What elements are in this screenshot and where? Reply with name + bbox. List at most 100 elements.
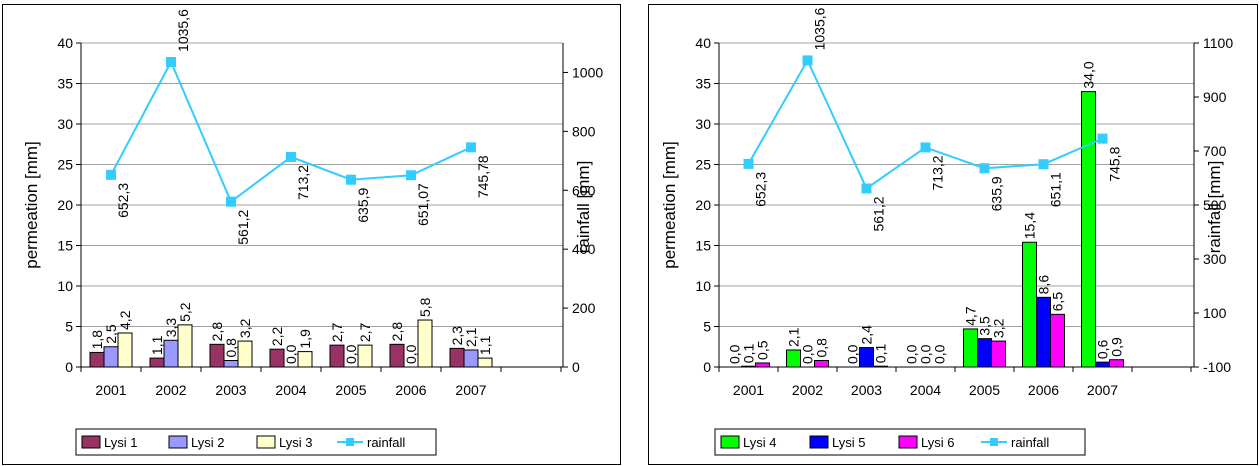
bar-lysi-3 — [357, 344, 373, 368]
bar-lysi-1 — [209, 343, 225, 368]
y-tick-label: 30 — [695, 116, 711, 132]
y2-tick-label: 700 — [1203, 143, 1227, 159]
rainfall-marker — [166, 56, 176, 67]
bar-lysi-4 — [1022, 241, 1037, 368]
x-tick-label: 2001 — [733, 382, 764, 398]
y2-tick-label: 100 — [1203, 305, 1227, 321]
legend-label: Lysi 1 — [104, 435, 137, 450]
bar-lysi-1 — [389, 343, 405, 368]
bar-lysi-3 — [417, 319, 433, 368]
bar-data-label: 0,0 — [845, 344, 861, 364]
bar-data-label: 0,5 — [755, 340, 771, 360]
bar-lysi-4 — [963, 328, 978, 368]
bar-lysi-2 — [103, 346, 119, 368]
y-tick-label: 10 — [695, 278, 711, 294]
bar-lysi-5 — [741, 365, 756, 368]
legend-label: rainfall — [367, 435, 405, 450]
bar-lysi-1 — [149, 357, 165, 368]
bar-data-label: 4,7 — [963, 306, 979, 326]
legend-label: Lysi 3 — [279, 435, 312, 450]
legend-label: Lysi 4 — [743, 435, 776, 450]
rainfall-marker — [861, 183, 872, 194]
legend-swatch — [720, 435, 740, 449]
x-tick-label: 2005 — [969, 382, 1000, 398]
bar-lysi-1 — [329, 344, 345, 368]
rainfall-marker — [802, 55, 813, 66]
legend-swatch — [81, 435, 101, 449]
x-tick-label: 2005 — [335, 382, 366, 398]
bar-lysi-6 — [755, 362, 770, 368]
bar-data-label: 15,4 — [1022, 212, 1038, 239]
y2-tick-label: 600 — [572, 182, 596, 198]
bar-data-label: 0,0 — [283, 344, 299, 364]
y2-axis-title: rainfall [mm] — [1205, 161, 1224, 254]
bar-lysi-3 — [117, 332, 133, 368]
y-tick-label: 40 — [695, 35, 711, 51]
x-tick-label: 2001 — [95, 382, 126, 398]
bar-data-label: 5,8 — [417, 297, 433, 317]
bar-lysi-3 — [237, 340, 253, 368]
bar-data-label: 3,3 — [163, 318, 179, 338]
legend-label: Lysi 2 — [191, 435, 224, 450]
bar-lysi-4 — [1081, 91, 1096, 368]
bar-data-label: 34,0 — [1081, 61, 1097, 88]
legend-swatch — [809, 435, 829, 449]
y-tick-label: 0 — [703, 359, 711, 375]
rainfall-marker — [1097, 133, 1108, 144]
chart-right-svg: 0 5 10 15 20 25 30 35 40 -100 100 300 500 700 900 1100 2… — [660, 7, 1233, 456]
y-tick-label: 5 — [65, 319, 73, 335]
bar-lysi-6 — [873, 365, 888, 368]
y2-tick-label: 200 — [572, 300, 596, 316]
bar-data-label: 1,1 — [149, 335, 165, 355]
bar-data-label: 1,8 — [89, 330, 105, 350]
y-tick-label: 15 — [695, 238, 711, 254]
y2-tick-label: -100 — [1203, 359, 1231, 375]
y-tick-label: 20 — [57, 197, 73, 213]
bar-data-label: 0,0 — [403, 344, 419, 364]
x-tick-label: 2004 — [910, 382, 941, 398]
legend-label: Lysi 5 — [832, 435, 865, 450]
bar-lysi-1 — [269, 348, 285, 368]
y-tick-label: 35 — [57, 76, 73, 92]
bar-lysi-1 — [89, 351, 105, 368]
y-tick-label: 35 — [695, 76, 711, 92]
y-tick-label: 20 — [695, 197, 711, 213]
legend-swatch — [168, 435, 188, 449]
bar-data-label: 2,2 — [269, 327, 285, 347]
rainfall-data-label: 1035,6 — [812, 7, 828, 50]
bar-lysi-3 — [477, 357, 493, 368]
bar-data-label: 2,1 — [463, 327, 479, 347]
chart-panel-left: 0 5 10 15 20 25 30 35 40 0 200 400 600 800 1000 2001 200… — [2, 4, 621, 465]
bar-data-label: 0,0 — [932, 344, 948, 364]
bar-data-label: 4,2 — [117, 310, 133, 330]
chart-panel-right: 0 5 10 15 20 25 30 35 40 -100 100 300 500 700 900 1100 2… — [648, 4, 1258, 465]
bar-data-label: 0,1 — [873, 344, 889, 364]
x-tick-label: 2004 — [275, 382, 306, 398]
legend-box — [75, 428, 437, 456]
x-tick-label: 2007 — [455, 382, 486, 398]
legend-marker — [346, 438, 354, 446]
bar-data-label: 3,2 — [991, 318, 1007, 338]
bar-data-label: 2,5 — [103, 324, 119, 344]
bar-data-label: 3,2 — [237, 318, 253, 338]
bar-lysi-4 — [786, 349, 801, 368]
legend-swatch — [898, 435, 918, 449]
x-tick-label: 2003 — [215, 382, 246, 398]
y-tick-label: 25 — [57, 157, 73, 173]
legend-marker — [990, 438, 998, 446]
bar-lysi-6 — [1050, 313, 1065, 368]
bar-data-label: 2,7 — [329, 322, 345, 342]
rainfall-data-label: 635,9 — [989, 176, 1005, 211]
bar-data-label: 2,1 — [786, 327, 802, 347]
bar-data-label: 2,7 — [357, 322, 373, 342]
bar-lysi-2 — [163, 339, 179, 368]
bar-data-label: 0,0 — [727, 344, 743, 364]
rainfall-marker — [466, 142, 476, 153]
bar-lysi-3 — [177, 324, 193, 368]
bar-data-label: 0,0 — [904, 344, 920, 364]
rainfall-data-label: 1035,6 — [175, 9, 191, 52]
y-tick-label: 0 — [65, 359, 73, 375]
x-tick-label: 2002 — [155, 382, 186, 398]
